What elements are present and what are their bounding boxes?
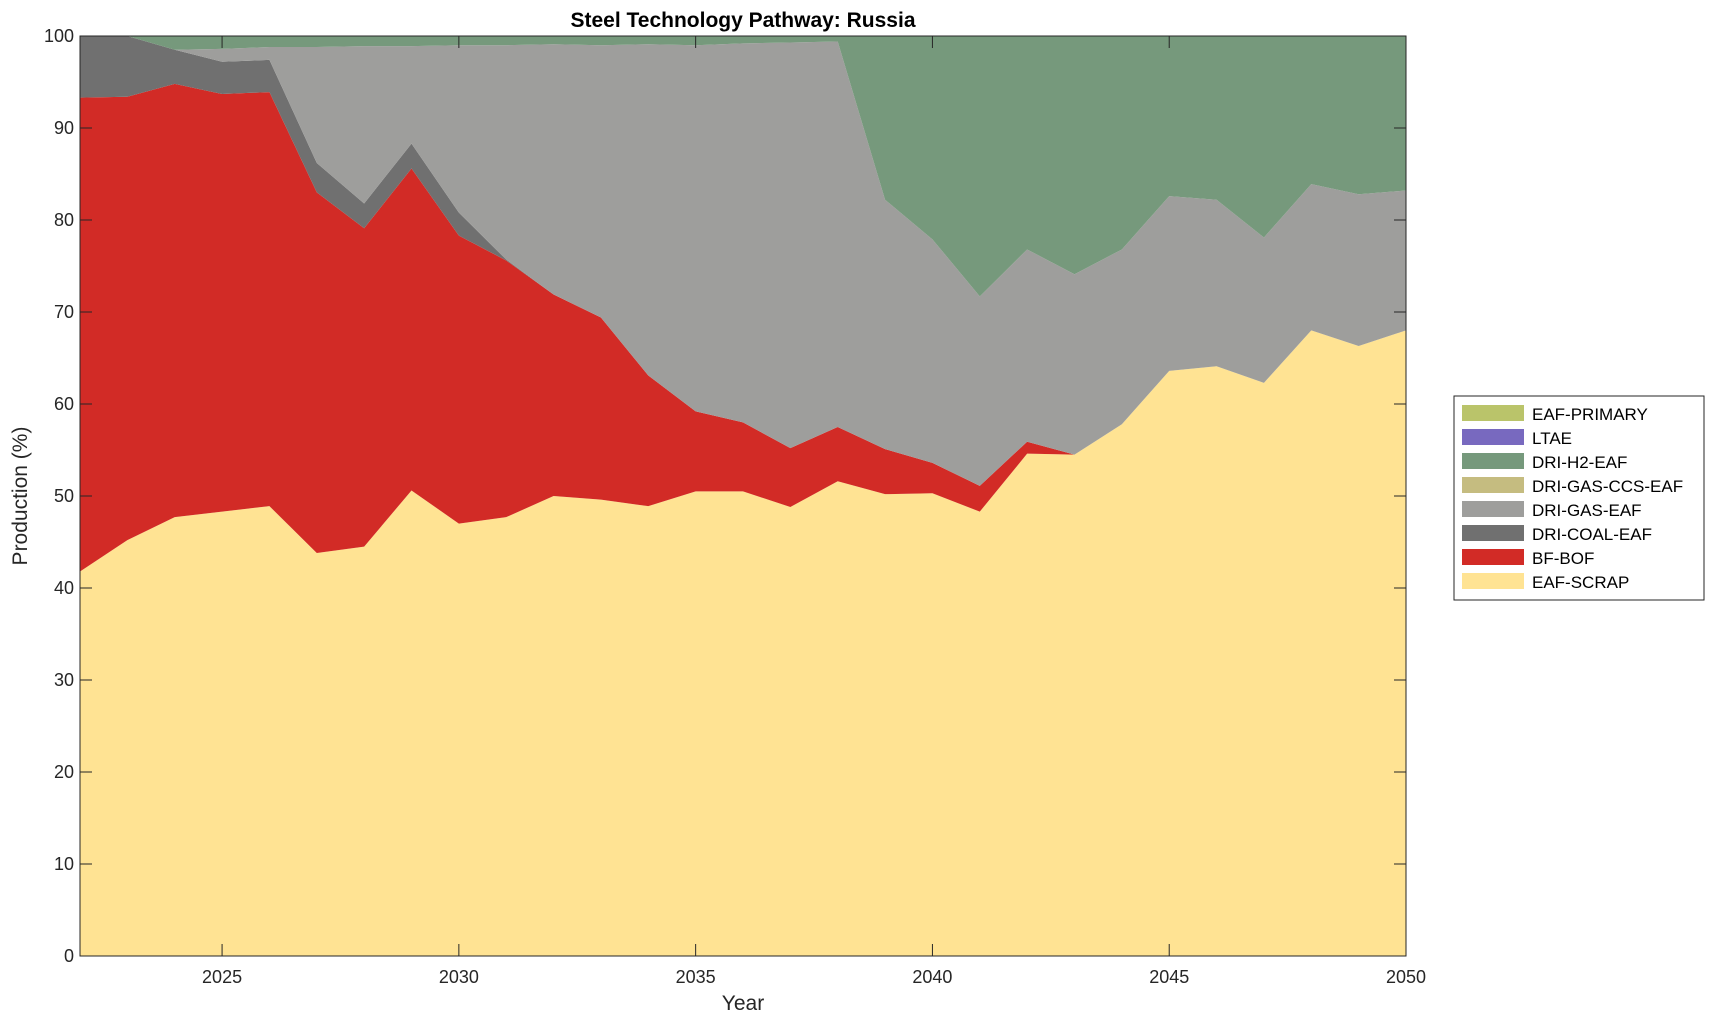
- y-tick-label: 70: [54, 302, 74, 322]
- legend-swatch-eaf-scrap: [1462, 573, 1524, 589]
- legend: EAF-PRIMARY LTAE DRI-H2-EAF DRI-GAS-CCS-EAF…: [1453, 395, 1705, 601]
- x-tick-label: 2030: [439, 967, 479, 987]
- y-tick-label: 100: [44, 26, 74, 46]
- y-tick-label: 60: [54, 394, 74, 414]
- x-tick-label: 2040: [912, 967, 952, 987]
- legend-label-dri-gas-eaf: DRI-GAS-EAF: [1532, 501, 1642, 520]
- area-series-layer: [80, 36, 1406, 956]
- area-dri-coal-eaf: [80, 36, 1406, 486]
- y-tick-label: 30: [54, 670, 74, 690]
- y-tick-label: 80: [54, 210, 74, 230]
- y-tick-label: 10: [54, 854, 74, 874]
- legend-label-eaf-primary: EAF-PRIMARY: [1532, 405, 1648, 424]
- legend-swatch-dri-coal-eaf: [1462, 525, 1524, 541]
- area-dri-gas-eaf: [80, 36, 1406, 486]
- legend-label-dri-coal-eaf: DRI-COAL-EAF: [1532, 525, 1652, 544]
- y-tick-label: 40: [54, 578, 74, 598]
- legend-swatch-ltae: [1462, 429, 1524, 445]
- x-tick-label: 2035: [676, 967, 716, 987]
- x-tick-label: 2025: [202, 967, 242, 987]
- legend-label-bf-bof: BF-BOF: [1532, 549, 1594, 568]
- y-tick-label: 90: [54, 118, 74, 138]
- legend-swatch-eaf-primary: [1462, 405, 1524, 421]
- x-tick-label: 2050: [1386, 967, 1426, 987]
- y-axis-title: Production (%): [9, 427, 32, 566]
- chart-title: Steel Technology Pathway: Russia: [570, 9, 915, 32]
- area-dri-h2-eaf: [80, 36, 1406, 297]
- area-bf-bof: [80, 83, 1406, 572]
- legend-label-eaf-scrap: EAF-SCRAP: [1532, 573, 1629, 592]
- legend-box: [1453, 395, 1705, 601]
- legend-label-dri-h2-eaf: DRI-H2-EAF: [1532, 453, 1627, 472]
- area-eaf-scrap: [80, 330, 1406, 956]
- legend-label-ltae: LTAE: [1532, 429, 1572, 448]
- y-tick-label: 20: [54, 762, 74, 782]
- legend-swatch-dri-gas-ccs-eaf: [1462, 477, 1524, 493]
- x-axis-title: Year: [722, 992, 764, 1015]
- y-tick-label: 0: [64, 946, 74, 966]
- legend-swatch-bf-bof: [1462, 549, 1524, 565]
- y-tick-label: 50: [54, 486, 74, 506]
- legend-label-dri-gas-ccs-eaf: DRI-GAS-CCS-EAF: [1532, 477, 1683, 496]
- legend-swatch-dri-gas-eaf: [1462, 501, 1524, 517]
- legend-swatch-dri-h2-eaf: [1462, 453, 1524, 469]
- x-tick-label: 2045: [1149, 967, 1189, 987]
